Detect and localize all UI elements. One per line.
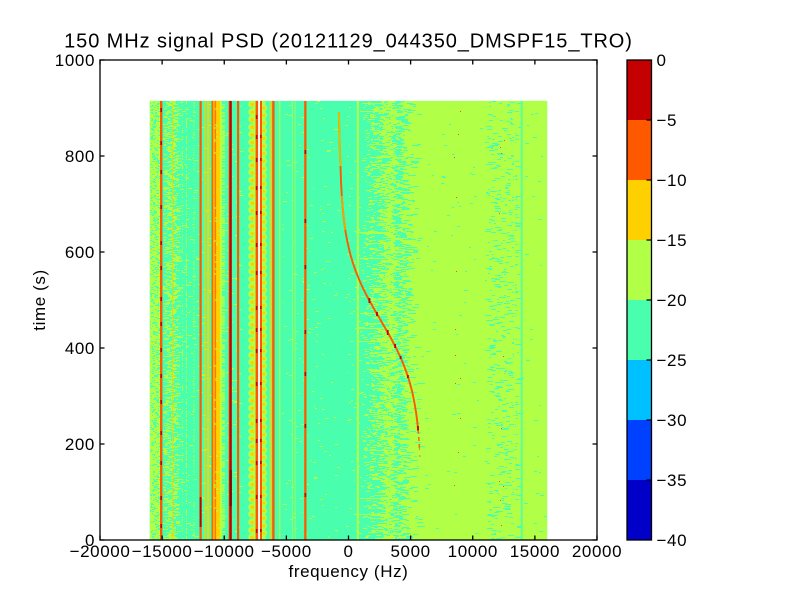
svg-text:20000: 20000 <box>572 542 622 561</box>
svg-text:200: 200 <box>65 435 95 454</box>
svg-text:0: 0 <box>85 531 95 550</box>
svg-text:10000: 10000 <box>448 542 498 561</box>
svg-text:−25: −25 <box>657 351 688 370</box>
svg-text:−10: −10 <box>657 171 688 190</box>
svg-text:−10000: −10000 <box>194 542 255 561</box>
svg-text:−20: −20 <box>657 291 688 310</box>
svg-text:−5: −5 <box>657 111 678 130</box>
svg-text:600: 600 <box>65 243 95 262</box>
svg-text:time (s): time (s) <box>30 269 49 330</box>
svg-text:−35: −35 <box>657 471 688 490</box>
svg-text:−15000: −15000 <box>132 542 193 561</box>
svg-text:−15: −15 <box>657 231 688 250</box>
svg-text:0: 0 <box>657 51 667 70</box>
svg-text:800: 800 <box>65 147 95 166</box>
svg-text:1000: 1000 <box>55 51 95 70</box>
svg-text:5000: 5000 <box>390 542 430 561</box>
svg-text:−5000: −5000 <box>261 542 312 561</box>
svg-text:400: 400 <box>65 339 95 358</box>
svg-text:−20000: −20000 <box>70 542 131 561</box>
svg-text:−40: −40 <box>657 531 688 550</box>
svg-text:−30: −30 <box>657 411 688 430</box>
svg-text:150 MHz signal PSD (20121129_0: 150 MHz signal PSD (20121129_044350_DMSP… <box>64 30 633 52</box>
svg-text:frequency (Hz): frequency (Hz) <box>289 562 409 581</box>
svg-text:15000: 15000 <box>510 542 560 561</box>
svg-text:0: 0 <box>343 542 353 561</box>
